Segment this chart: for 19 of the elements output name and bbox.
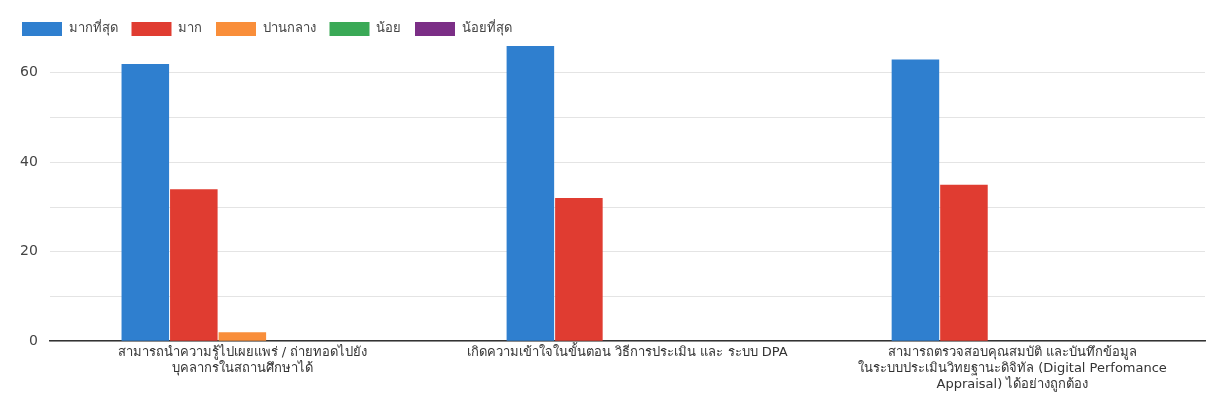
legend-label: มากที่สุด xyxy=(68,19,118,37)
bar xyxy=(218,332,267,341)
legend-label: น้อย xyxy=(376,20,401,36)
bar xyxy=(891,59,940,341)
bar xyxy=(940,184,988,341)
y-tick-label: 20 xyxy=(19,242,38,259)
bar xyxy=(506,46,555,341)
legend-label: มาก xyxy=(178,20,202,36)
x-tick-label: สามารถตรวจสอบคุณสมบัติ และบันทึกข้อมูล ในระบบประเมินวิทยฐานะดิจิทัล (Digital Perfomance Appraisal) ได้อย่างถูกต้อง xyxy=(858,344,1167,392)
y-tick-label: 60 xyxy=(19,63,38,80)
legend-label: ปานกลาง xyxy=(262,20,316,36)
y-tick-label: 40 xyxy=(19,152,38,169)
bar xyxy=(170,189,218,341)
bar xyxy=(121,63,170,341)
bar xyxy=(555,198,603,341)
x-tick-label: เกิดความเข้าใจในขั้นตอน วิธีการประเมิน และ ระบบ DPA xyxy=(467,342,788,360)
y-tick-label: 0 xyxy=(28,331,38,348)
x-tick-label: สามารถนำความรู้ไปเผยแพร่ / ถ่ายทอดไปยัง บุคลากรในสถานศึกษาได้ xyxy=(117,344,368,376)
legend-label: น้อยที่สุด xyxy=(461,19,512,37)
